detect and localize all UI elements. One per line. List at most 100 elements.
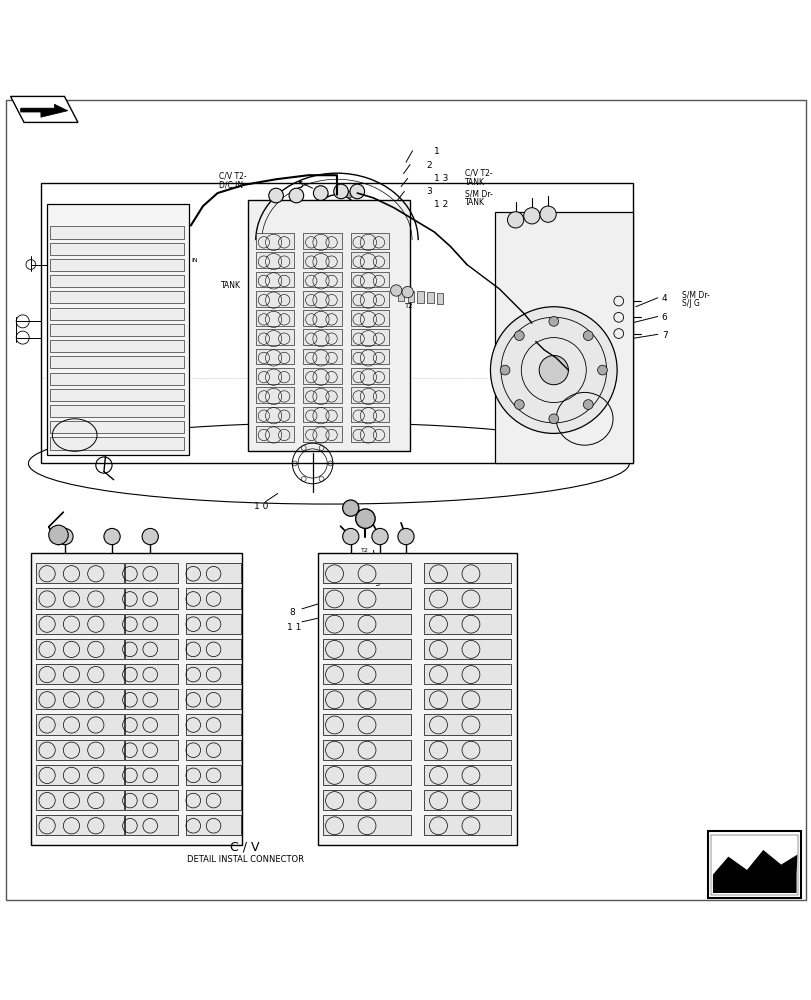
Bar [255,426,294,442]
Polygon shape [11,96,78,122]
Bar [495,212,633,463]
Bar [186,714,241,735]
Bar [323,714,410,735]
Bar [36,614,124,634]
Text: 1 2: 1 2 [434,200,448,209]
Circle shape [268,188,283,203]
Bar [31,553,242,845]
Bar [350,387,388,403]
Bar [36,714,124,735]
Bar [710,835,797,895]
Bar [323,815,410,835]
Bar [423,765,511,785]
Bar [323,588,410,609]
Bar [303,272,341,287]
Bar [50,373,184,385]
Bar [125,588,178,609]
Bar [323,765,410,785]
Bar [125,639,178,659]
Bar [186,639,241,659]
Text: 1 3: 1 3 [434,174,448,183]
Circle shape [49,525,68,545]
Polygon shape [20,104,68,117]
Bar [125,563,178,583]
Bar [350,252,388,268]
Bar [303,329,341,345]
Text: S/M Dr-: S/M Dr- [681,291,709,300]
Bar [50,356,184,368]
Circle shape [597,365,607,375]
Bar [350,233,388,249]
Bar [423,689,511,709]
Bar [50,308,184,320]
Bar [350,272,388,287]
Circle shape [358,213,364,219]
Text: T2: T2 [403,303,412,309]
Bar [423,614,511,634]
Bar [255,233,294,249]
Circle shape [57,528,73,545]
Bar [255,291,294,307]
Bar [423,588,511,609]
Text: 9: 9 [374,579,380,588]
Circle shape [313,186,328,200]
Bar [186,563,241,583]
Bar [350,426,388,442]
Circle shape [342,528,358,545]
Bar [350,349,388,364]
Text: 3: 3 [426,187,431,196]
Text: C / V: C / V [230,840,260,853]
Circle shape [514,331,524,341]
Bar [436,293,443,304]
Bar [423,563,511,583]
Bar [125,790,178,810]
Text: 8: 8 [289,608,294,617]
Bar [417,291,423,303]
Bar [303,426,341,442]
Circle shape [500,365,509,375]
Bar [350,329,388,345]
Text: 2: 2 [426,161,431,170]
Bar [125,664,178,684]
Text: S/J G: S/J G [681,299,699,308]
Bar [50,340,184,352]
Bar [50,324,184,336]
Text: Dr: Dr [526,405,534,411]
Bar [125,765,178,785]
Bar [323,689,410,709]
Circle shape [539,355,568,385]
Bar [303,233,341,249]
Bar [255,368,294,384]
Bar [36,563,124,583]
Text: 6: 6 [661,313,667,322]
Bar [50,259,184,271]
Circle shape [514,400,524,409]
Polygon shape [712,850,796,893]
Bar [423,639,511,659]
Text: G: G [503,398,508,403]
Text: 4: 4 [661,294,667,303]
Bar [186,740,241,760]
Bar [407,291,414,302]
Bar [186,815,241,835]
Bar [323,740,410,760]
Bar [255,310,294,326]
Circle shape [333,184,348,199]
Bar [323,639,410,659]
Bar [36,689,124,709]
Text: D/C IN: D/C IN [219,181,243,190]
Bar [186,765,241,785]
Bar [186,790,241,810]
Text: DETAIL INSTAL CONNECTOR: DETAIL INSTAL CONNECTOR [187,855,303,864]
Bar [186,689,241,709]
Text: S/M Dr-: S/M Dr- [465,189,492,198]
Bar [303,291,341,307]
Bar [50,243,184,255]
Bar [125,740,178,760]
Bar [423,740,511,760]
Bar [50,389,184,401]
Bar [50,291,184,303]
Text: TANK: TANK [465,198,485,207]
Circle shape [289,188,303,203]
Bar [303,368,341,384]
